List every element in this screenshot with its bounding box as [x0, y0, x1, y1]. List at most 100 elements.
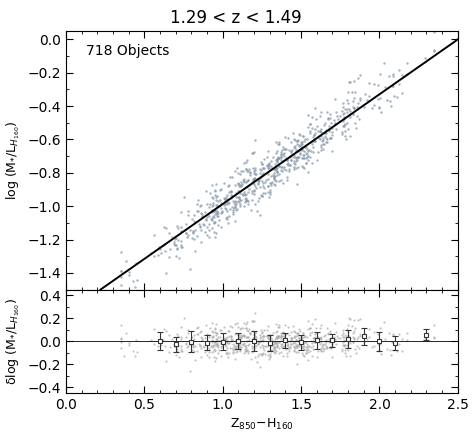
Point — [282, 330, 289, 337]
Point — [350, 335, 358, 342]
Point — [274, 141, 282, 148]
Point — [150, 253, 158, 260]
Point — [236, 197, 244, 204]
Point — [327, 345, 334, 352]
Point — [282, 146, 289, 153]
Point — [264, 183, 272, 190]
Point — [117, 281, 125, 288]
Point — [319, 145, 327, 152]
Point — [303, 150, 310, 157]
Point — [286, 337, 293, 345]
Point — [292, 143, 299, 150]
Point — [244, 176, 252, 183]
Point — [240, 202, 248, 209]
Point — [321, 133, 329, 140]
Point — [376, 95, 383, 102]
Point — [279, 150, 287, 157]
Point — [220, 334, 228, 341]
Point — [251, 181, 258, 188]
Point — [290, 327, 297, 334]
Point — [234, 331, 242, 338]
Point — [323, 109, 331, 116]
Point — [202, 229, 209, 236]
Point — [283, 156, 290, 163]
Point — [375, 105, 383, 112]
Point — [269, 341, 277, 349]
Point — [355, 99, 362, 106]
Point — [250, 331, 257, 338]
Point — [324, 329, 332, 337]
Point — [202, 349, 209, 356]
Point — [317, 338, 325, 345]
Point — [211, 324, 219, 331]
Point — [239, 177, 247, 184]
Point — [207, 324, 214, 331]
Point — [227, 188, 235, 195]
Point — [293, 155, 301, 162]
Point — [265, 159, 273, 166]
Point — [343, 342, 350, 349]
Point — [246, 169, 254, 176]
Point — [185, 231, 192, 238]
Point — [317, 346, 325, 353]
Point — [251, 336, 258, 343]
Point — [271, 344, 279, 351]
Point — [260, 182, 267, 190]
Point — [190, 343, 197, 350]
Point — [255, 339, 262, 346]
Point — [280, 343, 287, 350]
Point — [198, 337, 206, 344]
Point — [213, 193, 221, 200]
Point — [249, 177, 256, 184]
Point — [248, 317, 256, 324]
Point — [297, 140, 305, 147]
Point — [219, 342, 226, 349]
Point — [374, 331, 382, 338]
Point — [338, 332, 346, 339]
Point — [370, 102, 378, 109]
Point — [133, 349, 141, 356]
Point — [233, 348, 240, 355]
Point — [236, 183, 244, 190]
Point — [277, 166, 285, 174]
Point — [177, 346, 185, 353]
Point — [309, 143, 317, 151]
Point — [209, 329, 217, 336]
Point — [304, 342, 312, 349]
Point — [286, 166, 293, 173]
Point — [350, 335, 357, 342]
Point — [327, 135, 334, 142]
Point — [239, 167, 247, 174]
Point — [274, 157, 281, 164]
Point — [219, 207, 226, 214]
Point — [203, 330, 211, 337]
Point — [280, 329, 287, 337]
Point — [313, 353, 321, 360]
Point — [166, 254, 173, 261]
Point — [368, 343, 375, 350]
Point — [339, 131, 346, 138]
Point — [275, 332, 282, 339]
Point — [270, 166, 277, 173]
Point — [231, 346, 238, 353]
Point — [193, 208, 200, 215]
Point — [250, 317, 257, 324]
Point — [278, 344, 286, 351]
Point — [189, 229, 196, 236]
Point — [244, 333, 252, 340]
Point — [283, 161, 291, 168]
Point — [235, 194, 243, 201]
Point — [154, 342, 162, 349]
Point — [250, 346, 258, 353]
Point — [278, 329, 286, 336]
Point — [245, 181, 253, 188]
Point — [264, 333, 271, 340]
Point — [155, 337, 163, 344]
Point — [278, 334, 285, 341]
Point — [117, 267, 125, 274]
Point — [265, 335, 273, 342]
Point — [258, 329, 265, 336]
Point — [193, 330, 200, 337]
Point — [278, 157, 285, 164]
Point — [279, 144, 287, 151]
